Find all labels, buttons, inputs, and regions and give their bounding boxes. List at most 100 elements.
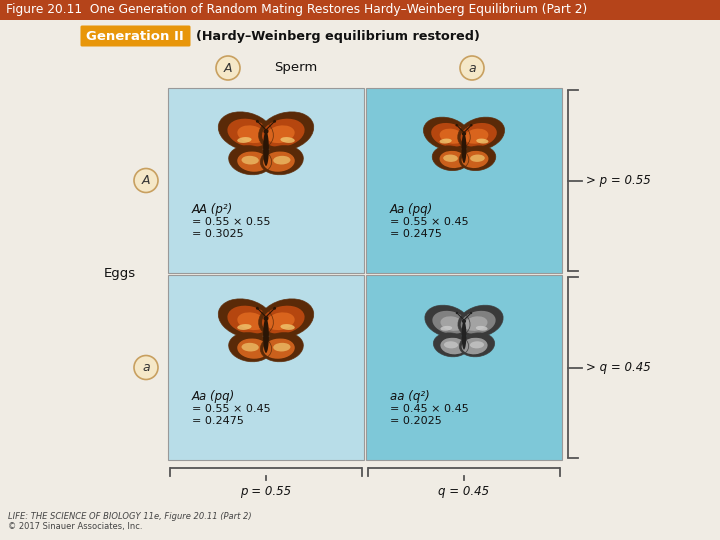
Ellipse shape — [432, 146, 469, 171]
Ellipse shape — [261, 333, 303, 362]
Text: a: a — [142, 361, 150, 374]
Ellipse shape — [218, 112, 274, 151]
Text: A: A — [142, 174, 150, 187]
Text: = 0.3025: = 0.3025 — [192, 229, 243, 239]
Ellipse shape — [264, 316, 269, 321]
Ellipse shape — [238, 312, 266, 330]
Text: Aa (pq): Aa (pq) — [192, 390, 235, 403]
Ellipse shape — [444, 341, 458, 348]
Text: = 0.2025: = 0.2025 — [390, 416, 441, 426]
FancyBboxPatch shape — [0, 0, 720, 20]
Ellipse shape — [280, 324, 294, 330]
Ellipse shape — [462, 338, 487, 354]
Circle shape — [134, 355, 158, 380]
Ellipse shape — [258, 299, 314, 338]
Ellipse shape — [273, 343, 290, 352]
Ellipse shape — [441, 316, 464, 331]
FancyBboxPatch shape — [366, 88, 562, 273]
Ellipse shape — [228, 119, 270, 147]
FancyBboxPatch shape — [168, 88, 364, 273]
Ellipse shape — [266, 125, 294, 143]
Circle shape — [273, 120, 276, 123]
Text: Figure 20.11  One Generation of Random Mating Restores Hardy–Weinberg Equilibriu: Figure 20.11 One Generation of Random Ma… — [6, 3, 588, 17]
Text: Sperm: Sperm — [274, 62, 318, 75]
Ellipse shape — [229, 333, 271, 362]
Ellipse shape — [444, 154, 458, 162]
Ellipse shape — [262, 306, 305, 334]
Ellipse shape — [258, 112, 314, 151]
Ellipse shape — [229, 146, 271, 175]
Ellipse shape — [218, 299, 274, 338]
Text: aa (q²): aa (q²) — [390, 390, 429, 403]
Ellipse shape — [464, 129, 488, 144]
Ellipse shape — [280, 137, 294, 143]
Ellipse shape — [241, 156, 258, 165]
Ellipse shape — [237, 151, 269, 172]
Circle shape — [470, 124, 472, 126]
FancyBboxPatch shape — [81, 25, 191, 46]
Text: A: A — [224, 62, 233, 75]
Ellipse shape — [263, 131, 269, 166]
Circle shape — [456, 312, 458, 314]
Circle shape — [256, 307, 258, 310]
Text: q = 0.45: q = 0.45 — [438, 485, 490, 498]
Ellipse shape — [237, 137, 251, 143]
Ellipse shape — [459, 333, 495, 357]
Text: © 2017 Sinauer Associates, Inc.: © 2017 Sinauer Associates, Inc. — [8, 522, 143, 531]
Ellipse shape — [441, 326, 452, 330]
Text: LIFE: THE SCIENCE OF BIOLOGY 11e, Figure 20.11 (Part 2): LIFE: THE SCIENCE OF BIOLOGY 11e, Figure… — [8, 512, 251, 521]
Ellipse shape — [476, 326, 487, 330]
Ellipse shape — [423, 117, 470, 150]
Ellipse shape — [462, 134, 467, 163]
Ellipse shape — [470, 154, 485, 162]
Ellipse shape — [462, 319, 466, 323]
Ellipse shape — [462, 132, 466, 136]
Ellipse shape — [432, 311, 467, 334]
Ellipse shape — [476, 139, 488, 144]
Text: > p = 0.55: > p = 0.55 — [586, 174, 651, 187]
Ellipse shape — [237, 324, 251, 330]
Text: Generation II: Generation II — [86, 30, 184, 43]
Ellipse shape — [464, 316, 487, 331]
Circle shape — [216, 56, 240, 80]
Ellipse shape — [425, 305, 470, 337]
Ellipse shape — [263, 339, 294, 359]
Ellipse shape — [266, 312, 294, 330]
Ellipse shape — [241, 343, 258, 352]
Ellipse shape — [461, 123, 497, 147]
Ellipse shape — [263, 151, 294, 172]
Ellipse shape — [459, 146, 496, 171]
Ellipse shape — [433, 333, 469, 357]
Text: > q = 0.45: > q = 0.45 — [586, 361, 651, 374]
Circle shape — [273, 307, 276, 310]
Ellipse shape — [458, 117, 505, 150]
Ellipse shape — [461, 311, 495, 334]
Ellipse shape — [441, 338, 467, 354]
Circle shape — [256, 120, 258, 123]
Text: p = 0.55: p = 0.55 — [240, 485, 292, 498]
Ellipse shape — [462, 321, 467, 349]
Ellipse shape — [228, 306, 270, 334]
Circle shape — [460, 56, 484, 80]
Circle shape — [456, 124, 458, 126]
Text: = 0.55 × 0.45: = 0.55 × 0.45 — [192, 404, 270, 414]
Ellipse shape — [470, 341, 484, 348]
Text: (Hardy–Weinberg equilibrium restored): (Hardy–Weinberg equilibrium restored) — [196, 30, 480, 43]
Ellipse shape — [262, 119, 305, 147]
Ellipse shape — [440, 129, 464, 144]
Ellipse shape — [439, 139, 451, 144]
Text: = 0.2475: = 0.2475 — [390, 229, 441, 239]
Ellipse shape — [264, 129, 269, 134]
Ellipse shape — [439, 151, 467, 168]
Ellipse shape — [273, 156, 290, 165]
Text: Aa (pq): Aa (pq) — [390, 202, 433, 215]
FancyBboxPatch shape — [366, 275, 562, 460]
Ellipse shape — [458, 305, 503, 337]
Text: = 0.55 × 0.55: = 0.55 × 0.55 — [192, 217, 270, 227]
Text: = 0.45 × 0.45: = 0.45 × 0.45 — [390, 404, 468, 414]
Text: = 0.2475: = 0.2475 — [192, 416, 243, 426]
Circle shape — [134, 168, 158, 192]
Text: a: a — [468, 62, 476, 75]
Ellipse shape — [462, 151, 488, 168]
Text: = 0.55 × 0.45: = 0.55 × 0.45 — [390, 217, 468, 227]
